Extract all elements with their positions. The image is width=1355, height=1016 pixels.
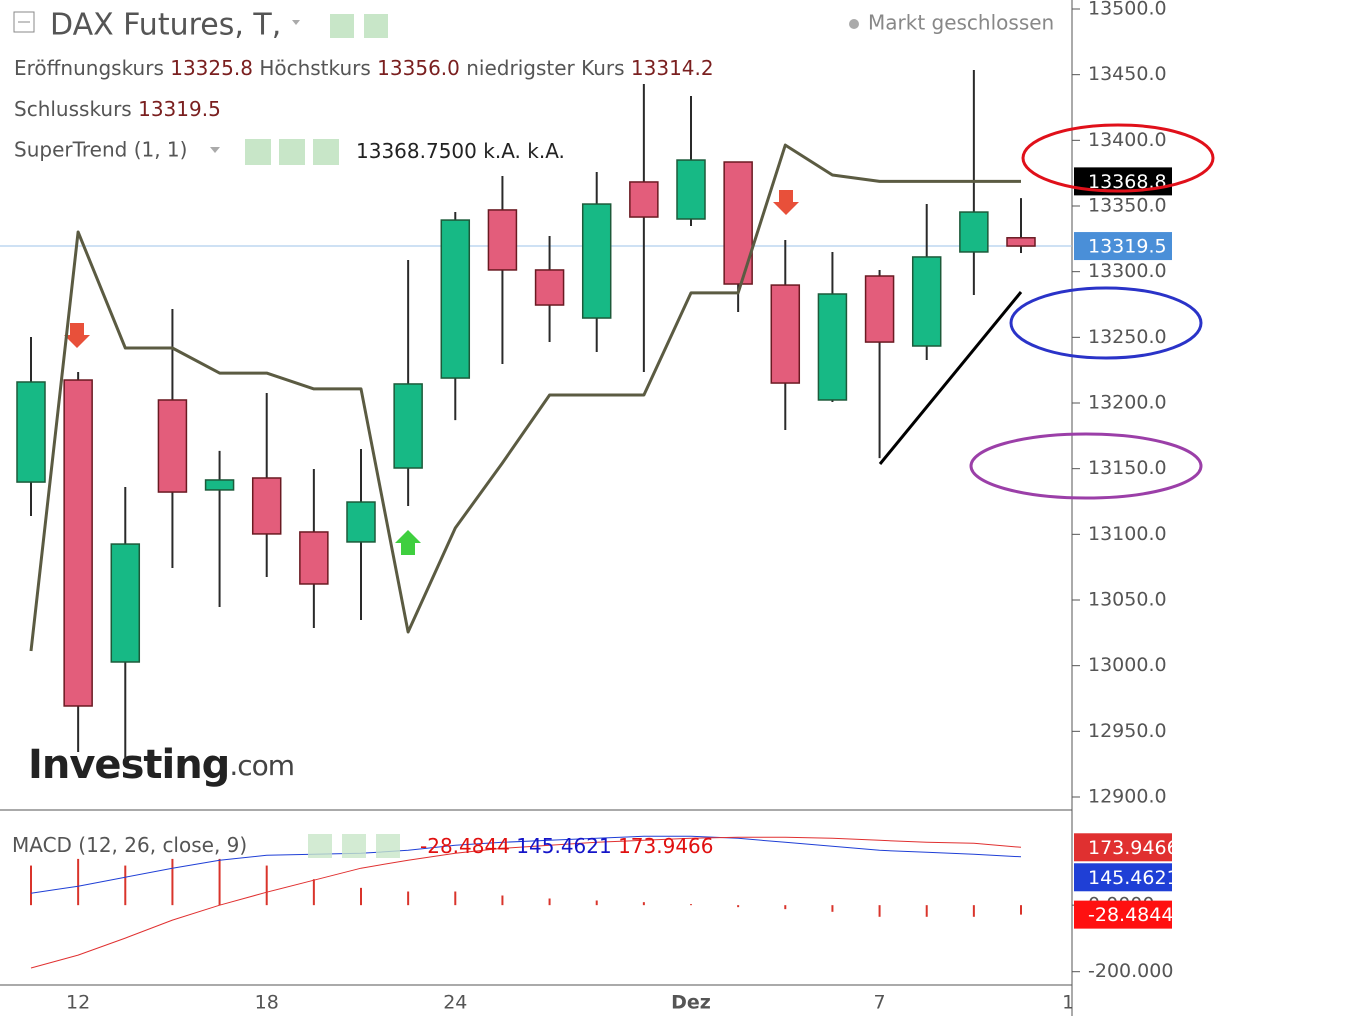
indicator-values: 13368.7500 k.A. k.A. [356, 139, 565, 163]
indicator-name: SuperTrend (1, 1) [14, 138, 187, 162]
buy-signal [395, 530, 421, 555]
trend-annotation [878, 291, 1023, 465]
x-tick-label: 24 [443, 992, 467, 1014]
y-tick-label: 13400.0 [1088, 129, 1167, 151]
candle-body [251, 477, 282, 535]
low-value: 13314.2 [631, 56, 714, 80]
x-tick-label: Dez [671, 992, 711, 1014]
candle-body [629, 181, 659, 218]
open-label: Eröffnungskurs [14, 56, 164, 80]
y-tick-label: 13150.0 [1088, 457, 1167, 479]
settings-button[interactable] [342, 834, 366, 858]
candle-body [346, 501, 376, 543]
candle-body [393, 383, 423, 469]
signal-value: 173.9466 [618, 834, 713, 858]
y-tick-label: 13500.0 [1088, 0, 1167, 20]
y-tick-label: 13450.0 [1088, 63, 1167, 85]
candle-body [299, 531, 329, 585]
candle-body [63, 379, 93, 707]
x-tick-label: 18 [255, 992, 279, 1014]
candle-body [911, 256, 942, 347]
indicator-value: 13368.7500 [356, 139, 477, 163]
macd-name: MACD (12, 26, close, 9) [12, 833, 247, 857]
candle-body [440, 219, 471, 379]
last-price-box [1074, 232, 1172, 261]
settings-button[interactable] [279, 139, 305, 165]
histogram-price-text: -28.4844 [1088, 904, 1173, 926]
open-value: 13325.8 [170, 56, 253, 80]
market-status: Markt geschlossen [868, 11, 1054, 35]
low-label: niedrigster Kurs [466, 56, 624, 80]
x-tick-label: 1 [1062, 992, 1074, 1014]
ohlc-legend: Eröffnungskurs 13325.8 Höchstkurs 13356.… [14, 56, 714, 80]
histogram-price-box [1074, 900, 1172, 929]
candle-body [487, 209, 518, 271]
candle-body [534, 269, 565, 306]
collapse-button[interactable] [13, 11, 35, 33]
macd-price-box [1074, 863, 1172, 892]
candle-body [676, 159, 706, 220]
sell-signal [773, 190, 799, 215]
eye-button[interactable] [308, 834, 332, 858]
y-tick-label: 13100.0 [1088, 523, 1167, 545]
macd-values: -28.4844 145.4621 173.9466 [420, 834, 714, 858]
x-tick-label: 12 [66, 992, 90, 1014]
dropdown-icon[interactable] [210, 147, 220, 153]
macd-value: 145.4621 [516, 834, 611, 858]
y-tick-label: -200.000 [1088, 960, 1173, 982]
status-dot [849, 19, 859, 29]
watermark: Investing.com [28, 742, 294, 788]
candle-body [770, 284, 801, 384]
signal-price-box [1074, 833, 1172, 862]
sell-signal [64, 323, 90, 348]
eye-button[interactable] [245, 139, 271, 165]
signal-line [30, 836, 1022, 969]
indicator-down: k.A. [527, 139, 565, 163]
macd-line [30, 835, 1022, 894]
watermark-suffix: .com [229, 749, 294, 782]
candle-body [204, 479, 235, 491]
candle-body [581, 203, 612, 319]
close-legend: Schlusskurs 13319.5 [14, 97, 221, 121]
candle-body [157, 399, 188, 493]
close-label: Schlusskurs [14, 97, 132, 121]
y-tick-label: 13300.0 [1088, 260, 1167, 282]
y-tick-label: 13200.0 [1088, 392, 1167, 414]
y-tick-label: 13000.0 [1088, 654, 1167, 676]
annotation-ellipse [1021, 123, 1215, 193]
candle-body [110, 543, 141, 663]
macd-price-text: 145.4621 [1088, 867, 1179, 889]
candle-body [16, 381, 46, 483]
eye-button[interactable] [330, 14, 354, 38]
supertrend-price-text: 13368.8 [1088, 171, 1167, 193]
histogram-value: -28.4844 [420, 834, 510, 858]
y-tick-label: 13250.0 [1088, 326, 1167, 348]
candle-body [817, 293, 848, 401]
supertrend-line [29, 143, 1021, 652]
annotation-ellipse [969, 432, 1203, 500]
settings-button[interactable] [364, 14, 388, 38]
watermark-brand: Investing [28, 742, 229, 788]
y-tick-label: 13050.0 [1088, 589, 1167, 611]
remove-button[interactable] [376, 834, 400, 858]
indicator-up: k.A. [483, 139, 521, 163]
y-tick-label: 12950.0 [1088, 720, 1167, 742]
chart-title: DAX Futures, T, [50, 8, 281, 43]
annotation-ellipse [1009, 286, 1203, 360]
signal-price-text: 173.9466 [1088, 837, 1179, 859]
candle-body [1006, 237, 1036, 247]
dropdown-icon[interactable] [292, 20, 300, 25]
last-price-text: 13319.5 [1088, 236, 1167, 258]
remove-button[interactable] [313, 139, 339, 165]
high-label: Höchstkurs [259, 56, 371, 80]
close-value: 13319.5 [138, 97, 221, 121]
high-value: 13356.0 [377, 56, 460, 80]
candle-body [864, 275, 895, 343]
y-tick-label: 13350.0 [1088, 195, 1167, 217]
x-tick-label: 7 [874, 992, 886, 1014]
macd-legend: MACD (12, 26, close, 9) [12, 833, 247, 857]
candle-body [959, 211, 989, 253]
y-tick-label: 12900.0 [1088, 786, 1167, 808]
